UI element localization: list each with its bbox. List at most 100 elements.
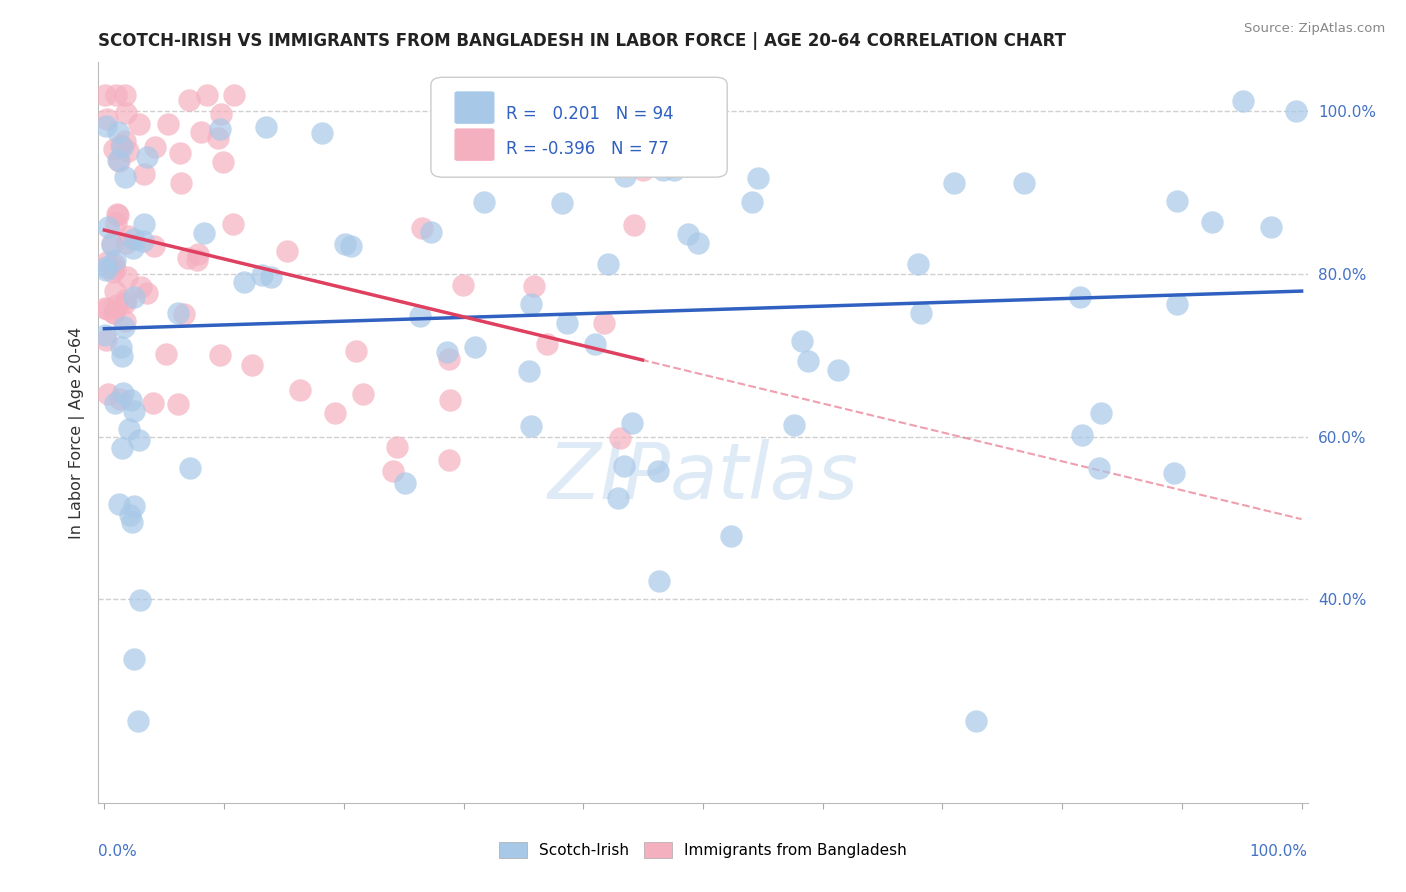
Point <box>614 169 637 183</box>
Point <box>167 397 190 411</box>
Point <box>107 153 129 168</box>
Point <box>96 333 118 347</box>
Point <box>131 234 153 248</box>
Point <box>110 137 132 152</box>
Point <box>233 275 256 289</box>
Point <box>129 280 152 294</box>
Point <box>169 176 191 190</box>
Point <box>104 216 127 230</box>
Point <box>1166 296 1188 310</box>
Point <box>623 218 645 232</box>
Point <box>101 235 124 250</box>
Point <box>222 217 245 231</box>
Point <box>142 239 165 253</box>
Point <box>352 387 374 401</box>
Point <box>187 247 209 261</box>
Point <box>136 286 159 301</box>
Point <box>464 341 486 355</box>
Point <box>107 154 129 169</box>
Point <box>517 364 540 378</box>
Point <box>827 363 849 377</box>
Point <box>647 464 669 478</box>
Point <box>114 87 136 102</box>
Point <box>609 431 631 445</box>
Point <box>651 162 673 177</box>
Point <box>111 349 134 363</box>
Point <box>103 257 125 271</box>
Point <box>720 529 742 543</box>
Point <box>790 334 813 348</box>
Point <box>592 316 614 330</box>
Text: 0.0%: 0.0% <box>98 844 138 858</box>
Point <box>631 162 654 177</box>
Point <box>157 117 180 131</box>
Point <box>169 146 191 161</box>
Text: R =   0.201   N = 94: R = 0.201 N = 94 <box>506 104 673 122</box>
Point <box>124 499 146 513</box>
Point <box>103 306 125 320</box>
Point <box>551 196 574 211</box>
Point <box>114 169 136 184</box>
Point <box>101 237 124 252</box>
Point <box>676 227 699 241</box>
Point <box>101 265 124 279</box>
Point <box>93 328 115 343</box>
Point <box>519 297 541 311</box>
Point <box>477 156 499 170</box>
Point <box>94 301 117 315</box>
Point <box>620 417 643 431</box>
Point <box>107 497 129 511</box>
Point <box>682 128 704 142</box>
Point <box>1070 427 1092 442</box>
Point <box>436 345 458 359</box>
Point <box>173 308 195 322</box>
Point <box>222 87 245 102</box>
Point <box>190 125 212 139</box>
Point <box>688 235 710 250</box>
Point <box>97 387 120 401</box>
Point <box>411 220 433 235</box>
Point <box>112 319 135 334</box>
Point <box>1069 290 1091 304</box>
Point <box>333 237 356 252</box>
Point <box>94 260 117 275</box>
Point <box>681 87 703 102</box>
Point <box>907 257 929 271</box>
Point <box>1090 406 1112 420</box>
Point <box>122 404 145 418</box>
Point <box>114 134 136 148</box>
Point <box>648 574 671 589</box>
Point <box>437 452 460 467</box>
Point <box>583 337 606 351</box>
Point <box>607 491 630 505</box>
Point <box>382 464 405 478</box>
Point <box>142 395 165 409</box>
Point <box>115 235 138 250</box>
Point <box>943 176 966 190</box>
Point <box>290 383 312 397</box>
Point <box>120 392 142 407</box>
Point <box>121 515 143 529</box>
Point <box>409 310 432 324</box>
Text: 100.0%: 100.0% <box>1250 844 1308 858</box>
Point <box>128 434 150 448</box>
Point <box>1163 466 1185 480</box>
Point <box>177 251 200 265</box>
Point <box>523 278 546 293</box>
Point <box>209 122 232 136</box>
Point <box>127 714 149 729</box>
Point <box>105 87 128 102</box>
Point <box>177 93 200 107</box>
Y-axis label: In Labor Force | Age 20-64: In Labor Force | Age 20-64 <box>69 326 84 539</box>
Point <box>104 396 127 410</box>
FancyBboxPatch shape <box>432 78 727 178</box>
Point <box>96 302 118 317</box>
Text: Source: ZipAtlas.com: Source: ZipAtlas.com <box>1244 22 1385 36</box>
Point <box>104 252 127 267</box>
Point <box>1232 94 1254 108</box>
Point <box>110 340 132 354</box>
Point <box>195 87 218 102</box>
Point <box>212 154 235 169</box>
Point <box>250 268 273 282</box>
Point <box>783 417 806 432</box>
